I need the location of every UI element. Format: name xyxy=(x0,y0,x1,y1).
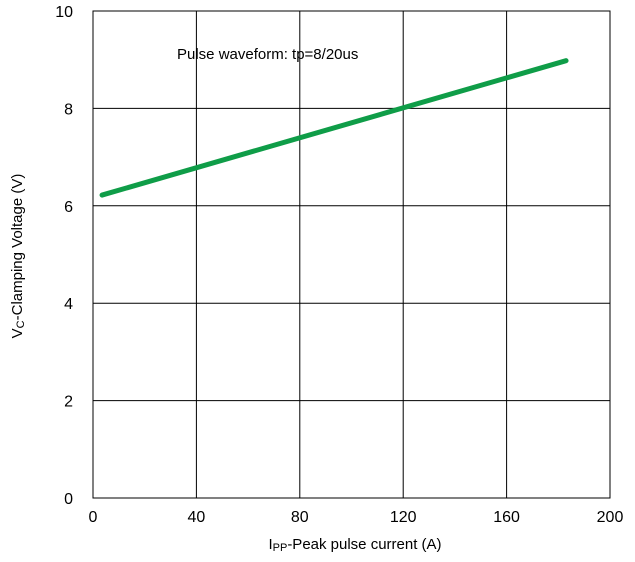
y-tick-label: 8 xyxy=(64,101,73,118)
y-tick-label: 6 xyxy=(64,199,73,216)
y-axis-label-main: V xyxy=(9,328,26,338)
x-axis-label-subscript: PP xyxy=(273,542,288,554)
x-tick-label: 160 xyxy=(493,509,520,526)
grid xyxy=(93,11,610,498)
x-tick-labels: 0 40 80 120 160 200 xyxy=(89,509,624,526)
y-axis-label: VC-Clamping Voltage (V) xyxy=(9,174,27,339)
plot-frame xyxy=(92,10,611,499)
series-layer xyxy=(99,58,569,198)
y-axis-label-rest: -Clamping Voltage (V) xyxy=(9,174,26,321)
x-tick-label: 40 xyxy=(188,509,206,526)
x-tick-label: 80 xyxy=(291,509,309,526)
x-axis-label-rest: -Peak pulse current (A) xyxy=(287,536,441,553)
x-axis-label: IPP-Peak pulse current (A) xyxy=(268,536,441,554)
x-tick-label: 200 xyxy=(597,509,624,526)
y-tick-label: 0 xyxy=(64,491,73,508)
pulse-waveform-annotation: Pulse waveform: tp=8/20us xyxy=(177,46,358,63)
y-tick-label: 4 xyxy=(64,296,73,313)
x-tick-label: 120 xyxy=(390,509,417,526)
x-tick-label: 0 xyxy=(89,509,98,526)
y-tick-label: 10 xyxy=(55,4,73,21)
series-line xyxy=(99,58,569,198)
x-axis-label-main: I xyxy=(268,536,272,553)
y-axis-label-subscript: C xyxy=(15,320,27,328)
y-tick-label: 2 xyxy=(64,394,73,411)
y-tick-labels: 0 2 4 6 8 10 xyxy=(55,4,73,508)
